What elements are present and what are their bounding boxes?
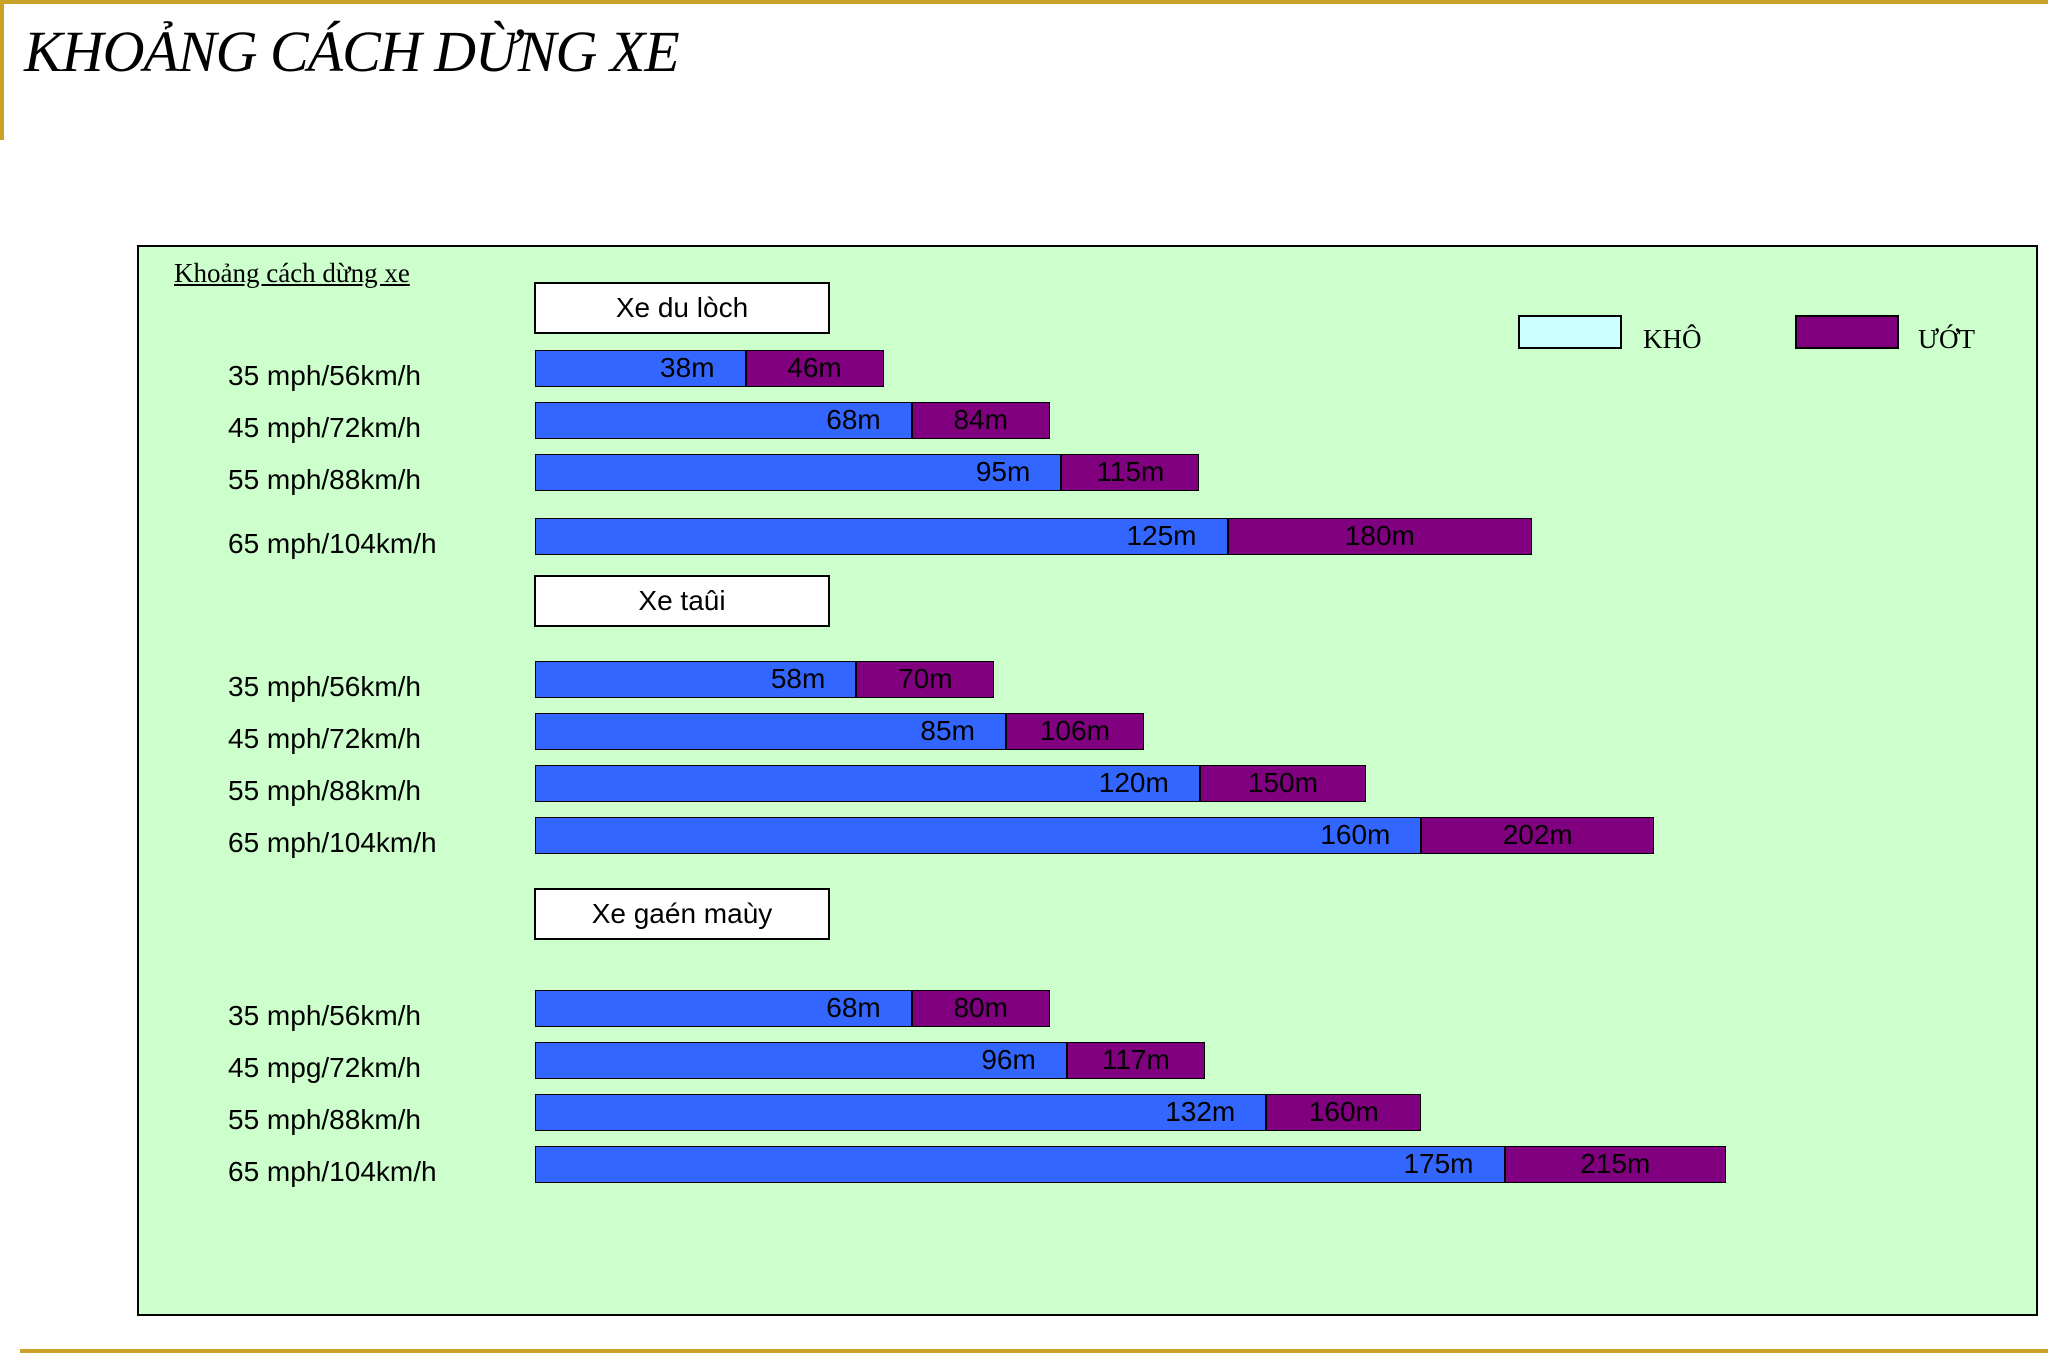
bar-wet: 106m bbox=[1005, 713, 1144, 750]
bar-wet: 160m bbox=[1266, 1094, 1422, 1131]
chart-caption: Khoảng cách dừng xe bbox=[174, 258, 410, 288]
bar-dry: 85m bbox=[535, 713, 1006, 750]
row-label: 35 mph/56km/h bbox=[228, 1000, 421, 1031]
legend-label-wet: ƯỚT bbox=[1918, 324, 1975, 354]
legend-swatch-dry bbox=[1518, 315, 1622, 349]
group-title-1: Xe taûi bbox=[534, 575, 830, 627]
bar-wet: 70m bbox=[856, 661, 995, 698]
bar-dry: 132m bbox=[535, 1094, 1267, 1131]
bar-dry: 120m bbox=[535, 765, 1200, 802]
bottom-rule bbox=[20, 1349, 2048, 1353]
row-label: 65 mph/104km/h bbox=[228, 1156, 437, 1187]
bar-dry: 68m bbox=[535, 402, 912, 439]
bar-wet: 202m bbox=[1421, 817, 1655, 854]
bar-wet: 46m bbox=[745, 350, 884, 387]
legend-swatch-wet bbox=[1795, 315, 1899, 349]
row-label: 65 mph/104km/h bbox=[228, 528, 437, 559]
row-label: 65 mph/104km/h bbox=[228, 827, 437, 858]
bar-dry: 160m bbox=[535, 817, 1422, 854]
row-label: 45 mph/72km/h bbox=[228, 412, 421, 443]
row-label: 45 mph/72km/h bbox=[228, 723, 421, 754]
row-label: 45 mpg/72km/h bbox=[228, 1052, 421, 1083]
bar-wet: 115m bbox=[1061, 454, 1200, 491]
bar-wet: 215m bbox=[1504, 1146, 1727, 1183]
bar-dry: 68m bbox=[535, 990, 912, 1027]
bar-dry: 95m bbox=[535, 454, 1062, 491]
top-rule bbox=[0, 0, 2048, 4]
bar-wet: 117m bbox=[1066, 1042, 1205, 1079]
page-title: KHOẢNG CÁCH DỪNG XE bbox=[24, 19, 680, 84]
left-rule bbox=[0, 0, 4, 140]
legend-label-dry: KHÔ bbox=[1643, 324, 1702, 354]
bar-dry: 58m bbox=[535, 661, 857, 698]
bar-wet: 180m bbox=[1227, 518, 1533, 555]
row-label: 35 mph/56km/h bbox=[228, 671, 421, 702]
bar-dry: 96m bbox=[535, 1042, 1067, 1079]
bar-dry: 125m bbox=[535, 518, 1228, 555]
row-label: 55 mph/88km/h bbox=[228, 464, 421, 495]
row-label: 35 mph/56km/h bbox=[228, 360, 421, 391]
group-title-0: Xe du lòch bbox=[534, 282, 830, 334]
bar-dry: 38m bbox=[535, 350, 746, 387]
bar-wet: 84m bbox=[911, 402, 1050, 439]
bar-wet: 80m bbox=[911, 990, 1050, 1027]
row-label: 55 mph/88km/h bbox=[228, 1104, 421, 1135]
bar-wet: 150m bbox=[1199, 765, 1366, 802]
row-label: 55 mph/88km/h bbox=[228, 775, 421, 806]
bar-dry: 175m bbox=[535, 1146, 1505, 1183]
group-title-2: Xe gaén maùy bbox=[534, 888, 830, 940]
